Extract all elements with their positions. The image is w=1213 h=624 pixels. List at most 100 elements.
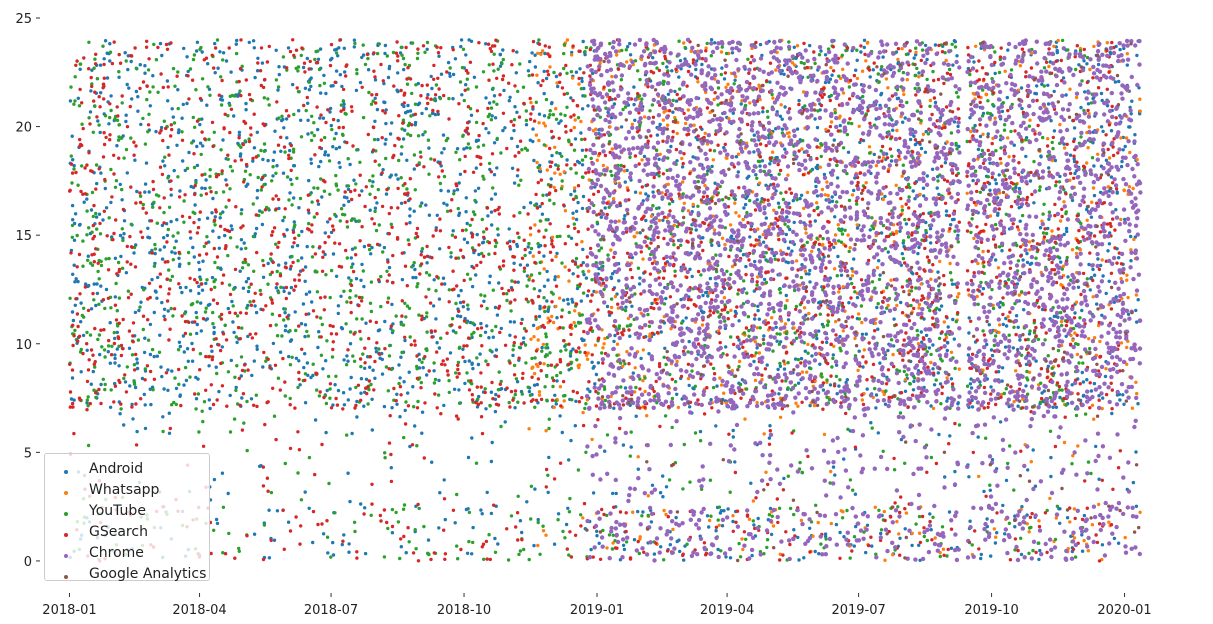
- data-point: [461, 347, 465, 351]
- data-point: [611, 533, 615, 537]
- data-point: [970, 405, 975, 409]
- data-point: [151, 388, 155, 392]
- data-point: [68, 99, 73, 103]
- data-point: [1120, 159, 1124, 164]
- data-point: [139, 122, 143, 127]
- data-point: [837, 384, 841, 388]
- data-point: [312, 186, 316, 190]
- data-point: [637, 282, 642, 286]
- data-point: [344, 322, 348, 326]
- data-point: [383, 43, 388, 48]
- data-point: [1130, 406, 1135, 410]
- data-point: [982, 264, 986, 269]
- data-point: [177, 128, 181, 132]
- data-point: [375, 201, 379, 205]
- data-point: [185, 166, 190, 171]
- data-point: [384, 108, 388, 112]
- data-point: [348, 499, 352, 504]
- data-point: [864, 550, 868, 555]
- data-point: [452, 189, 456, 193]
- data-point: [554, 117, 559, 122]
- data-point: [469, 113, 474, 118]
- data-point: [267, 508, 271, 512]
- data-point: [205, 103, 209, 107]
- data-point: [342, 203, 346, 207]
- data-point: [120, 101, 124, 105]
- data-point: [628, 53, 633, 57]
- data-point: [986, 132, 990, 136]
- data-point: [803, 269, 808, 273]
- data-point: [765, 109, 770, 114]
- data-point: [914, 522, 918, 526]
- data-point: [661, 82, 666, 86]
- data-point: [283, 461, 287, 466]
- data-point: [245, 306, 249, 310]
- data-point: [131, 417, 135, 421]
- data-point: [447, 390, 451, 395]
- data-point: [300, 229, 304, 234]
- data-point: [1054, 314, 1058, 318]
- data-point: [556, 84, 560, 89]
- data-point: [208, 406, 212, 411]
- data-point: [734, 155, 739, 159]
- data-point: [1105, 41, 1110, 45]
- data-point: [632, 102, 636, 107]
- data-point: [931, 69, 935, 74]
- data-point: [651, 204, 655, 208]
- data-point: [403, 111, 408, 115]
- data-point: [371, 174, 375, 178]
- data-point: [1094, 444, 1098, 449]
- data-point: [783, 306, 788, 310]
- data-point: [538, 552, 542, 556]
- data-point: [812, 403, 817, 408]
- data-point: [1048, 429, 1053, 433]
- data-point: [690, 274, 694, 279]
- data-point: [581, 194, 586, 199]
- data-point: [778, 552, 782, 556]
- data-point: [331, 553, 336, 557]
- data-point: [250, 373, 254, 378]
- data-point: [252, 146, 257, 150]
- data-point: [579, 299, 583, 303]
- data-point: [1004, 324, 1009, 328]
- data-point: [1025, 260, 1030, 265]
- data-point: [611, 491, 615, 496]
- data-point: [346, 398, 350, 402]
- data-point: [628, 454, 632, 458]
- data-point: [415, 444, 419, 448]
- data-point: [1009, 129, 1013, 134]
- data-point: [399, 201, 404, 205]
- data-point: [581, 247, 585, 252]
- data-point: [794, 56, 798, 60]
- data-point: [886, 86, 890, 90]
- data-point: [473, 189, 478, 193]
- data-point: [638, 377, 642, 381]
- data-point: [524, 118, 529, 123]
- data-point: [200, 186, 204, 190]
- data-point: [99, 91, 103, 95]
- data-point: [78, 222, 82, 227]
- data-point: [453, 57, 458, 61]
- data-point: [954, 319, 958, 324]
- data-point: [877, 80, 881, 84]
- data-point: [546, 473, 550, 477]
- data-point: [739, 102, 743, 106]
- data-point: [297, 206, 301, 210]
- data-point: [1068, 153, 1073, 157]
- data-point: [783, 147, 787, 151]
- data-point: [132, 251, 136, 255]
- data-point: [69, 154, 74, 158]
- data-point: [1064, 334, 1068, 338]
- data-point: [382, 404, 387, 409]
- data-point: [740, 99, 744, 103]
- data-point: [770, 514, 774, 518]
- data-point: [435, 213, 439, 217]
- data-point: [987, 202, 991, 206]
- data-point: [523, 253, 527, 258]
- data-point: [869, 421, 873, 425]
- data-point: [470, 552, 474, 556]
- data-point: [839, 509, 843, 513]
- data-point: [1104, 367, 1108, 371]
- data-point: [99, 284, 103, 288]
- data-point: [717, 523, 721, 527]
